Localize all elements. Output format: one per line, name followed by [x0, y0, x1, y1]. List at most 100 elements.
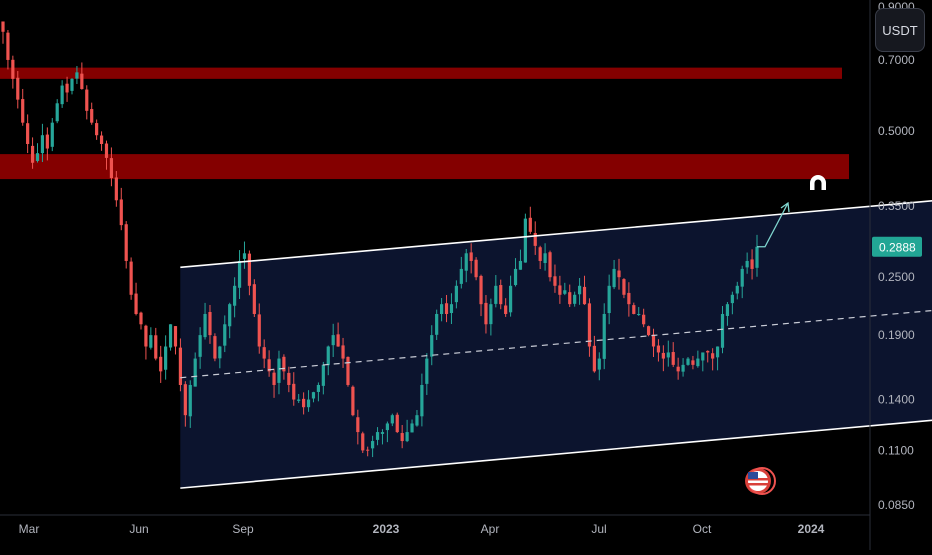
- candle-body: [346, 356, 350, 385]
- candle-body: [568, 292, 572, 305]
- projection-arrowhead: [780, 201, 790, 213]
- candle-body: [553, 276, 557, 286]
- candle: [464, 248, 468, 283]
- candle: [617, 258, 621, 290]
- candle-body: [750, 259, 754, 269]
- candle: [164, 335, 168, 380]
- candle: [30, 137, 35, 169]
- candle: [484, 295, 488, 334]
- candle-body: [183, 384, 187, 416]
- candle-body: [35, 153, 40, 161]
- candle-body: [499, 285, 503, 305]
- candle: [538, 245, 542, 270]
- candle: [681, 358, 685, 377]
- candle: [444, 294, 449, 323]
- candle-body: [661, 352, 665, 359]
- candle: [711, 348, 715, 371]
- candle-body: [425, 358, 429, 384]
- candle-body: [494, 285, 498, 304]
- last-price-label: 0.2888: [879, 240, 916, 254]
- candle: [149, 327, 153, 350]
- candle-body: [474, 259, 478, 278]
- candle-body: [597, 358, 601, 370]
- candle: [750, 249, 754, 280]
- x-tick-label: Apr: [481, 522, 500, 536]
- candle-body: [6, 32, 10, 60]
- channel-midline: [180, 309, 932, 379]
- candle-body: [237, 260, 242, 288]
- candle: [109, 147, 114, 187]
- candle-body: [755, 246, 759, 268]
- candle: [99, 131, 104, 151]
- candle-body: [213, 336, 217, 359]
- candle-body: [651, 334, 656, 347]
- candle-body: [326, 346, 330, 366]
- candle-body: [60, 85, 64, 105]
- magnet-icon[interactable]: [810, 175, 826, 190]
- candle-body: [715, 346, 720, 358]
- candle-body: [30, 145, 35, 163]
- candle: [75, 66, 79, 85]
- candle-body: [139, 312, 143, 325]
- candle: [302, 392, 306, 415]
- candle: [178, 338, 183, 392]
- last-price-tag: 0.2888: [872, 236, 922, 257]
- candle: [735, 281, 739, 300]
- us-flag-icon[interactable]: [745, 467, 776, 495]
- candle-body: [45, 134, 49, 149]
- x-tick-label: Oct: [693, 522, 712, 536]
- candle-body: [730, 294, 734, 304]
- candle: [85, 85, 89, 120]
- candle: [326, 345, 330, 376]
- candle-body: [272, 372, 276, 385]
- candle: [193, 352, 197, 387]
- candle-body: [543, 253, 547, 264]
- candle: [592, 335, 596, 373]
- candle: [272, 368, 276, 398]
- candle: [656, 339, 661, 362]
- candle: [430, 325, 434, 366]
- candle-body: [577, 285, 582, 295]
- candle: [188, 380, 192, 428]
- currency-button[interactable]: USDT: [875, 8, 925, 52]
- candle: [361, 431, 365, 454]
- candle-body: [745, 260, 749, 268]
- candle: [651, 328, 656, 358]
- candle: [55, 99, 59, 124]
- candle: [90, 102, 94, 125]
- candle-body: [144, 325, 148, 347]
- candle: [548, 250, 552, 282]
- candle: [745, 252, 749, 274]
- candle-body: [124, 224, 128, 261]
- channel-lower-line: [180, 419, 932, 489]
- candle: [513, 258, 518, 287]
- candle-body: [666, 352, 670, 358]
- candle-body: [75, 72, 79, 79]
- x-tick-label: Jul: [591, 522, 606, 536]
- candle: [504, 298, 508, 317]
- candle: [597, 352, 601, 381]
- candle-body: [533, 233, 537, 246]
- candle: [346, 356, 350, 387]
- candle-body: [444, 303, 449, 314]
- candle: [292, 372, 296, 406]
- candle: [6, 30, 10, 70]
- candle-body: [228, 304, 232, 327]
- candle-body: [361, 433, 365, 451]
- candle: [331, 323, 335, 358]
- candle: [489, 298, 493, 336]
- candle: [287, 366, 291, 393]
- candle-body: [159, 356, 163, 372]
- y-tick-label: 0.5000: [878, 124, 915, 138]
- candle-body: [178, 347, 183, 385]
- candle: [637, 307, 641, 316]
- x-tick-label: Mar: [19, 522, 40, 536]
- candle: [469, 243, 473, 274]
- candle: [612, 260, 616, 290]
- candle: [642, 308, 646, 328]
- candle: [533, 221, 537, 255]
- candle-body: [405, 432, 409, 442]
- candle: [257, 303, 261, 354]
